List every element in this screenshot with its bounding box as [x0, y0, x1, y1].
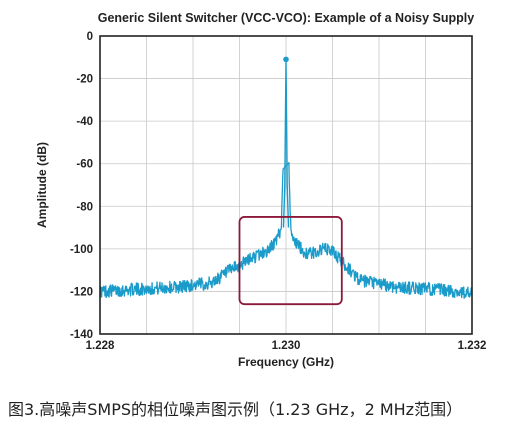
- plot-frame: [99, 35, 473, 335]
- x-axis-ticks: 1.228 1.230 1.232: [86, 340, 487, 352]
- plot-series: [99, 56, 473, 306]
- y-tick-label: -20: [76, 74, 93, 86]
- y-tick-label: -40: [76, 116, 93, 128]
- y-tick-label: 0: [87, 31, 93, 43]
- carrier-peak-marker: [283, 56, 289, 63]
- y-tick-label: -80: [76, 201, 93, 213]
- y-axis-label: Amplitude (dB): [35, 142, 49, 228]
- x-tick-label: 1.230: [272, 340, 301, 352]
- y-axis-ticks: 0 -20 -40 -60 -80 -100 -120 -140: [70, 31, 93, 341]
- x-axis-label: Frequency (GHz): [238, 355, 334, 369]
- y-tick-label: -140: [70, 329, 93, 341]
- figure-caption: 图3.高噪声SMPS的相位噪声图示例（1.23 GHz，2 MHz范围）: [8, 400, 463, 419]
- noise-floor-trace: [99, 162, 473, 300]
- x-tick-label: 1.228: [86, 340, 115, 352]
- y-tick-label: -60: [76, 159, 93, 171]
- y-tick-label: -120: [70, 286, 93, 298]
- y-tick-label: -100: [70, 244, 93, 256]
- x-tick-label: 1.232: [458, 340, 487, 352]
- highlight-box: [238, 216, 343, 306]
- chart-title: Generic Silent Switcher (VCC-VCO): Examp…: [98, 11, 475, 25]
